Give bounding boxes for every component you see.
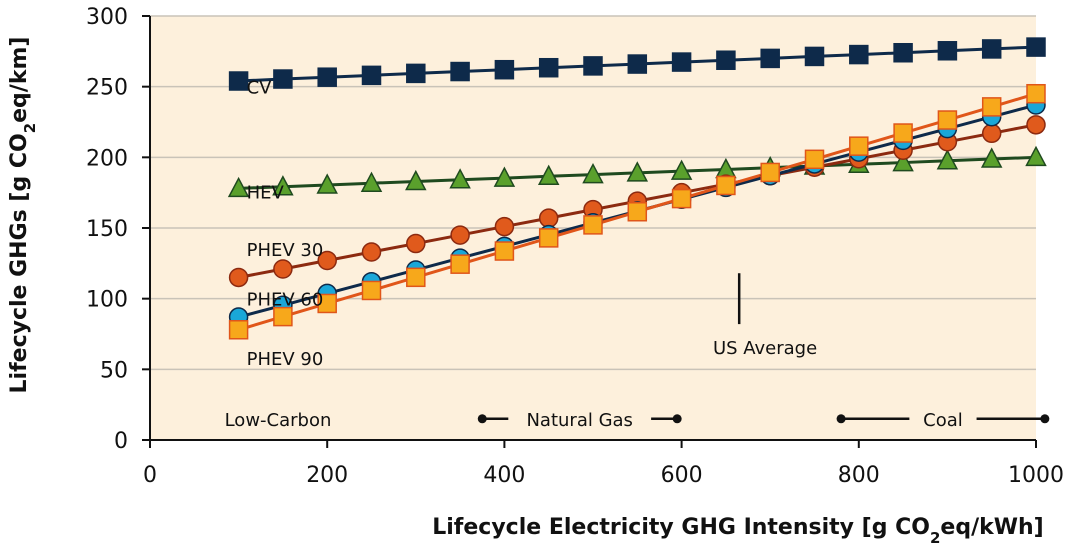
series-label-phev-60: PHEV 60	[247, 290, 324, 311]
point-phev-90	[494, 241, 515, 261]
y-tick-label: 200	[86, 146, 128, 171]
point-cv	[317, 67, 337, 87]
point-hev	[360, 171, 383, 192]
x-tick-label: 1000	[1008, 463, 1064, 488]
point-cv	[760, 48, 780, 69]
point-cv	[494, 59, 515, 80]
point-phev-90	[760, 162, 780, 183]
coal-label: Coal	[923, 410, 963, 431]
point-hev	[626, 161, 649, 182]
point-phev-30	[361, 242, 382, 262]
point-phev-90	[716, 175, 736, 196]
point-hev	[537, 164, 560, 186]
point-cv	[937, 41, 958, 61]
point-hev	[449, 168, 471, 189]
point-phev-90	[804, 149, 825, 170]
natural-gas-range-start	[477, 414, 487, 424]
point-hev	[316, 173, 338, 194]
point-phev-90	[981, 97, 1002, 117]
series-label-cv: CV	[247, 78, 273, 99]
x-axis-title: Lifecycle Electricity GHG Intensity [g C…	[432, 515, 1044, 547]
point-phev-90	[228, 320, 249, 340]
point-hev	[582, 162, 604, 184]
point-cv	[1026, 37, 1046, 57]
us-average-label: US Average	[713, 338, 817, 359]
y-tick-label: 150	[86, 217, 128, 242]
point-phev-30	[228, 267, 249, 288]
series-markers	[227, 37, 1047, 340]
point-cv	[627, 54, 648, 74]
x-tick-label: 0	[143, 463, 157, 488]
point-hev	[670, 159, 693, 180]
point-cv	[538, 57, 559, 78]
point-cv	[981, 39, 1002, 59]
y-axis-title-subscript: 2	[21, 123, 39, 133]
point-cv	[583, 56, 603, 76]
point-cv	[228, 71, 249, 91]
point-hev	[272, 175, 294, 196]
x-axis-title-subscript: 2	[930, 529, 940, 547]
point-cv	[361, 65, 382, 86]
point-cv	[406, 63, 426, 84]
y-tick-label: 250	[86, 76, 128, 101]
point-phev-90	[849, 136, 869, 156]
point-phev-30	[538, 208, 559, 228]
x-tick-label: 600	[661, 463, 703, 488]
point-phev-90	[671, 188, 692, 209]
point-phev-30	[494, 216, 515, 237]
natural-gas-label: Natural Gas	[526, 410, 632, 431]
coal-range-start	[836, 414, 846, 424]
point-phev-90	[583, 215, 603, 235]
series-labels: CV HEV PHEV 30 PHEV 60 PHEV 90	[247, 78, 324, 370]
x-tick-label: 800	[838, 463, 880, 488]
point-phev-30	[981, 123, 1002, 144]
point-hev	[405, 169, 427, 191]
point-phev-30	[317, 250, 337, 271]
point-phev-90	[450, 254, 470, 274]
point-phev-90	[317, 293, 337, 314]
point-phev-30	[1026, 115, 1046, 135]
series-label-phev-30: PHEV 30	[247, 240, 324, 261]
point-phev-90	[273, 306, 293, 327]
series-label-phev-90: PHEV 90	[247, 349, 324, 370]
point-phev-90	[538, 228, 559, 248]
y-tick-label: 300	[86, 5, 128, 30]
point-cv	[804, 46, 825, 67]
point-phev-90	[406, 267, 426, 288]
point-phev-90	[893, 123, 913, 143]
y-tick-label: 50	[100, 358, 128, 383]
point-phev-30	[406, 233, 426, 254]
point-cv	[893, 42, 913, 63]
x-tick-label: 400	[483, 463, 525, 488]
point-cv	[849, 44, 869, 65]
point-cv	[671, 52, 692, 72]
point-phev-30	[450, 225, 470, 245]
point-phev-90	[627, 201, 648, 222]
point-hev	[936, 149, 959, 170]
coal-range-end	[1040, 414, 1050, 424]
point-hev	[1025, 145, 1047, 167]
point-hev	[227, 176, 250, 198]
axes: 0 50 100 150 200 250 300 0 200 400 600 800 1000	[86, 5, 1064, 488]
point-hev	[493, 166, 516, 187]
y-axis-title: Lifecycle GHGs [g CO2eq/km]	[7, 37, 39, 394]
low-carbon-label: Low-Carbon	[225, 410, 332, 431]
y-tick-label: 0	[114, 429, 128, 454]
annotations: US Average Low-Carbon Natural Gas Coal	[225, 273, 1050, 431]
y-tick-label: 100	[86, 288, 128, 313]
point-phev-90	[1026, 83, 1046, 104]
point-hev	[892, 150, 914, 172]
point-cv	[273, 69, 293, 89]
x-tick-label: 200	[306, 463, 348, 488]
series-label-hev: HEV	[247, 182, 285, 203]
point-phev-90	[937, 110, 958, 130]
point-cv	[716, 50, 736, 70]
natural-gas-range-end	[672, 414, 682, 424]
point-phev-90	[361, 280, 382, 301]
point-phev-30	[273, 259, 293, 279]
point-cv	[450, 61, 470, 82]
point-hev	[980, 147, 1003, 168]
